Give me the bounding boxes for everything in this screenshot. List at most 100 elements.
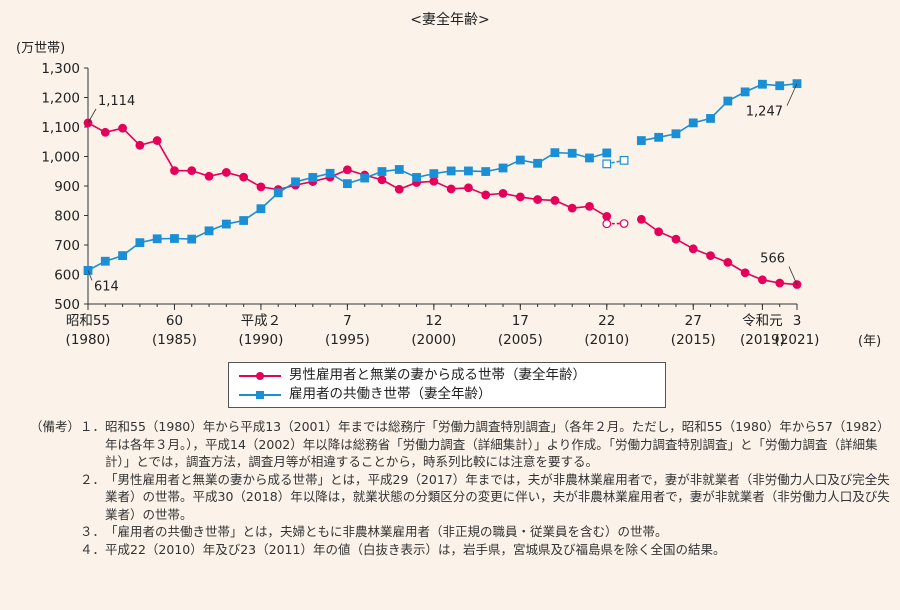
x-tick-label: 令和元 [742, 313, 783, 329]
annotation-leader-line [786, 83, 798, 106]
x-tick-year-label: (2000) [411, 332, 456, 348]
data-point [187, 166, 197, 176]
x-tick-year-label: (2019) [740, 332, 785, 348]
legend-item-male-employee-nonworking-wife: 男性雇用者と無業の妻から成る世帯（妻全年齢） [237, 366, 657, 385]
data-point [308, 173, 318, 182]
note-text: 平成22（2010）年及び23（2011）年の値（白抜き表示）は，岩手県，宮城県… [105, 541, 726, 557]
data-point [515, 192, 525, 202]
data-point-hollow [602, 159, 612, 169]
data-point [671, 129, 681, 139]
y-tick-label: 1,200 [41, 91, 80, 107]
data-point [239, 216, 249, 225]
data-point [152, 234, 162, 244]
note-2: ２． 「男性雇用者と無業の妻から成る世帯」とは，平成29（2017）年までは，夫… [30, 471, 890, 524]
data-point [515, 155, 525, 165]
data-point [170, 166, 179, 176]
data-point [585, 153, 594, 163]
data-point [775, 278, 785, 288]
y-tick-label: 900 [54, 179, 80, 195]
data-point [412, 173, 421, 182]
data-point [740, 87, 750, 97]
y-tick-label: 800 [54, 209, 80, 225]
data-point [377, 175, 387, 185]
annotation-leader-line [788, 266, 798, 285]
data-point [706, 251, 715, 261]
data-point [464, 166, 473, 176]
chart-notes: （備考）１． 昭和55（1980）年から平成13（2001）年までは総務庁「労働… [30, 418, 890, 558]
x-tick-label: 12 [425, 313, 442, 329]
data-point [654, 132, 664, 142]
data-point [792, 280, 802, 289]
data-point [602, 211, 612, 221]
data-point [429, 176, 439, 186]
note-text: 「男性雇用者と無業の妻から成る世帯」とは，平成29（2017）年までは，夫が非農… [105, 471, 890, 522]
data-point [394, 165, 404, 174]
data-point [291, 177, 300, 187]
note-number: （備考）１． [30, 419, 106, 434]
data-point [239, 172, 249, 182]
data-point [446, 166, 456, 176]
data-point [118, 251, 127, 261]
data-point [740, 268, 750, 278]
data-point [636, 214, 646, 224]
data-point [636, 136, 646, 145]
x-tick-label: 22 [598, 313, 615, 329]
y-tick-label: 1,300 [41, 61, 80, 77]
data-point [187, 234, 197, 244]
x-tick-label: 60 [166, 313, 183, 329]
data-point [498, 163, 508, 173]
data-point [135, 140, 145, 150]
data-point [723, 96, 733, 106]
x-tick-year-label: (1985) [152, 332, 197, 348]
x-tick-year-label: (1980) [66, 332, 111, 348]
note-number: ３． [30, 524, 106, 539]
legend-label: 雇用者の共働き世帯（妻全年齢） [289, 386, 492, 402]
data-point [204, 171, 214, 181]
x-axis-unit-label: (年) [858, 334, 881, 349]
y-tick-label: 700 [54, 238, 80, 254]
x-tick-label: 7 [343, 313, 352, 329]
data-point [256, 182, 266, 192]
value-annotation: 566 [760, 252, 785, 267]
data-point-hollow [619, 219, 629, 228]
data-point [775, 81, 785, 91]
chart-title: <妻全年齢> [410, 11, 489, 28]
data-point [360, 173, 370, 183]
data-point [567, 148, 577, 158]
data-point [100, 127, 110, 137]
data-point [706, 114, 715, 123]
data-point [533, 195, 543, 204]
note-4: ４． 平成22（2010）年及び23（2011）年の値（白抜き表示）は，岩手県，… [30, 541, 890, 559]
data-point [671, 234, 681, 244]
annotation-leader-line [87, 108, 97, 124]
data-point [758, 79, 767, 89]
x-tick-year-label: (1990) [238, 332, 283, 348]
legend-label: 男性雇用者と無業の妻から成る世帯（妻全年齢） [289, 367, 586, 383]
data-point [204, 226, 214, 236]
note-text: 昭和55（1980）年から平成13（2001）年までは総務庁「労働力調査特別調査… [105, 419, 890, 469]
data-point [481, 190, 491, 200]
legend-item-dual-income: 雇用者の共働き世帯（妻全年齢） [237, 385, 657, 404]
note-number: ４． [30, 541, 106, 557]
x-tick-year-label: (1995) [325, 332, 370, 348]
household-line-chart: <妻全年齢> (万世帯) (年) 500 600 700 800 900 1,000 1,100 1… [16, 11, 881, 349]
data-point [533, 158, 543, 168]
data-point [152, 136, 162, 145]
y-tick-label: 500 [54, 297, 80, 313]
data-point [481, 167, 491, 176]
data-point [325, 168, 335, 178]
data-point [550, 148, 560, 158]
x-tick-label: 3 [793, 313, 802, 329]
y-tick-label: 600 [54, 268, 80, 284]
y-tick-label: 1,100 [41, 120, 80, 136]
data-point [464, 183, 473, 193]
data-point [118, 123, 127, 133]
x-tick-label: 平成２ [241, 313, 282, 329]
data-point [170, 234, 179, 243]
data-point [342, 179, 352, 189]
data-point-hollow [602, 219, 612, 229]
data-point-hollow [619, 155, 629, 165]
data-point [135, 238, 145, 248]
series-line [640, 218, 798, 286]
data-point [273, 188, 283, 198]
